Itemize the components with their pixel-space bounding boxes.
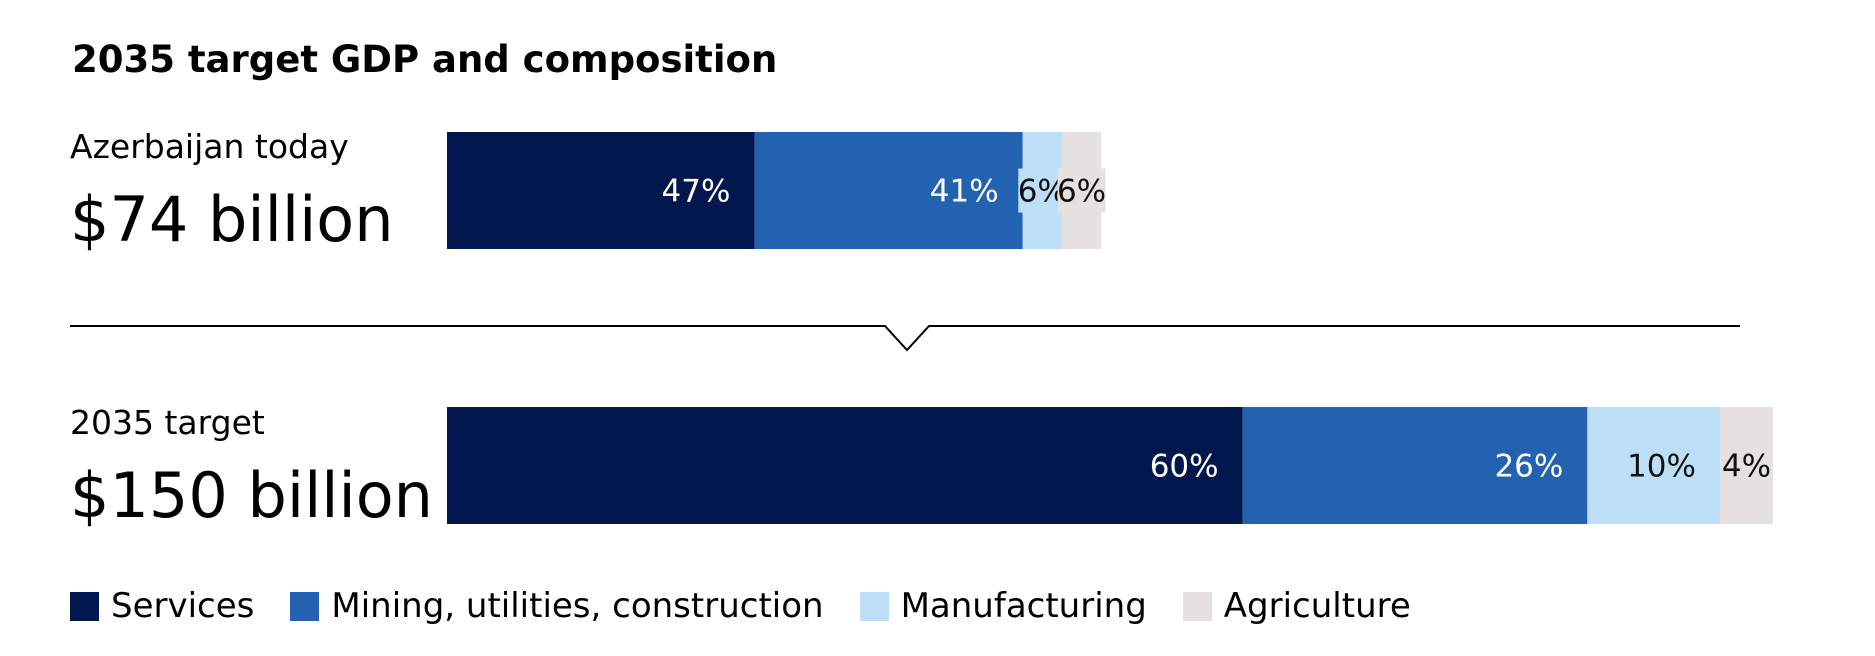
bar-target-services	[447, 407, 1243, 524]
legend-swatch-manufacturing	[859, 591, 889, 621]
row-value-target: $150 billion	[70, 459, 433, 532]
legend-swatch-services	[70, 591, 99, 621]
bar-label-bg-today-agriculture	[1057, 168, 1106, 213]
bar-target-mining	[1242, 407, 1588, 524]
legend-label-mining: Mining, utilities, construction	[331, 586, 824, 626]
legend-label-manufacturing: Manufacturing	[900, 586, 1147, 626]
bar-label-today-agriculture: 6%	[1057, 174, 1106, 210]
row-value-today: $74 billion	[70, 183, 394, 256]
chart-title: 2035 target GDP and composition	[72, 38, 778, 81]
legend-swatch-mining	[290, 591, 320, 621]
legend-label-agriculture: Agriculture	[1223, 586, 1411, 626]
bar-label-today-mining: 41%	[930, 174, 999, 210]
legend-item-mining: Mining, utilities, construction	[290, 586, 824, 626]
divider-arrow	[70, 325, 1740, 352]
bar-label-target-mining: 26%	[1494, 449, 1563, 485]
legend: Services Mining, utilities, construction…	[70, 586, 1447, 626]
bar-today-mining	[754, 132, 1023, 249]
legend-item-agriculture: Agriculture	[1182, 586, 1411, 626]
row-label-target: 2035 target	[70, 403, 265, 442]
bar-label-bg-target-agriculture	[1722, 443, 1771, 488]
legend-label-services: Services	[111, 586, 255, 626]
bar-target-manufacturing	[1587, 407, 1720, 524]
legend-swatch-agriculture	[1182, 591, 1212, 621]
bar-today-services	[447, 132, 755, 249]
bar-label-today-services: 47%	[662, 174, 731, 210]
bar-label-target-agriculture: 4%	[1722, 449, 1771, 485]
legend-item-manufacturing: Manufacturing	[859, 586, 1147, 626]
bar-label-target-manufacturing: 10%	[1627, 449, 1696, 485]
bar-label-target-services: 60%	[1150, 449, 1219, 485]
row-label-today: Azerbaijan today	[70, 127, 349, 166]
legend-item-services: Services	[70, 586, 254, 626]
